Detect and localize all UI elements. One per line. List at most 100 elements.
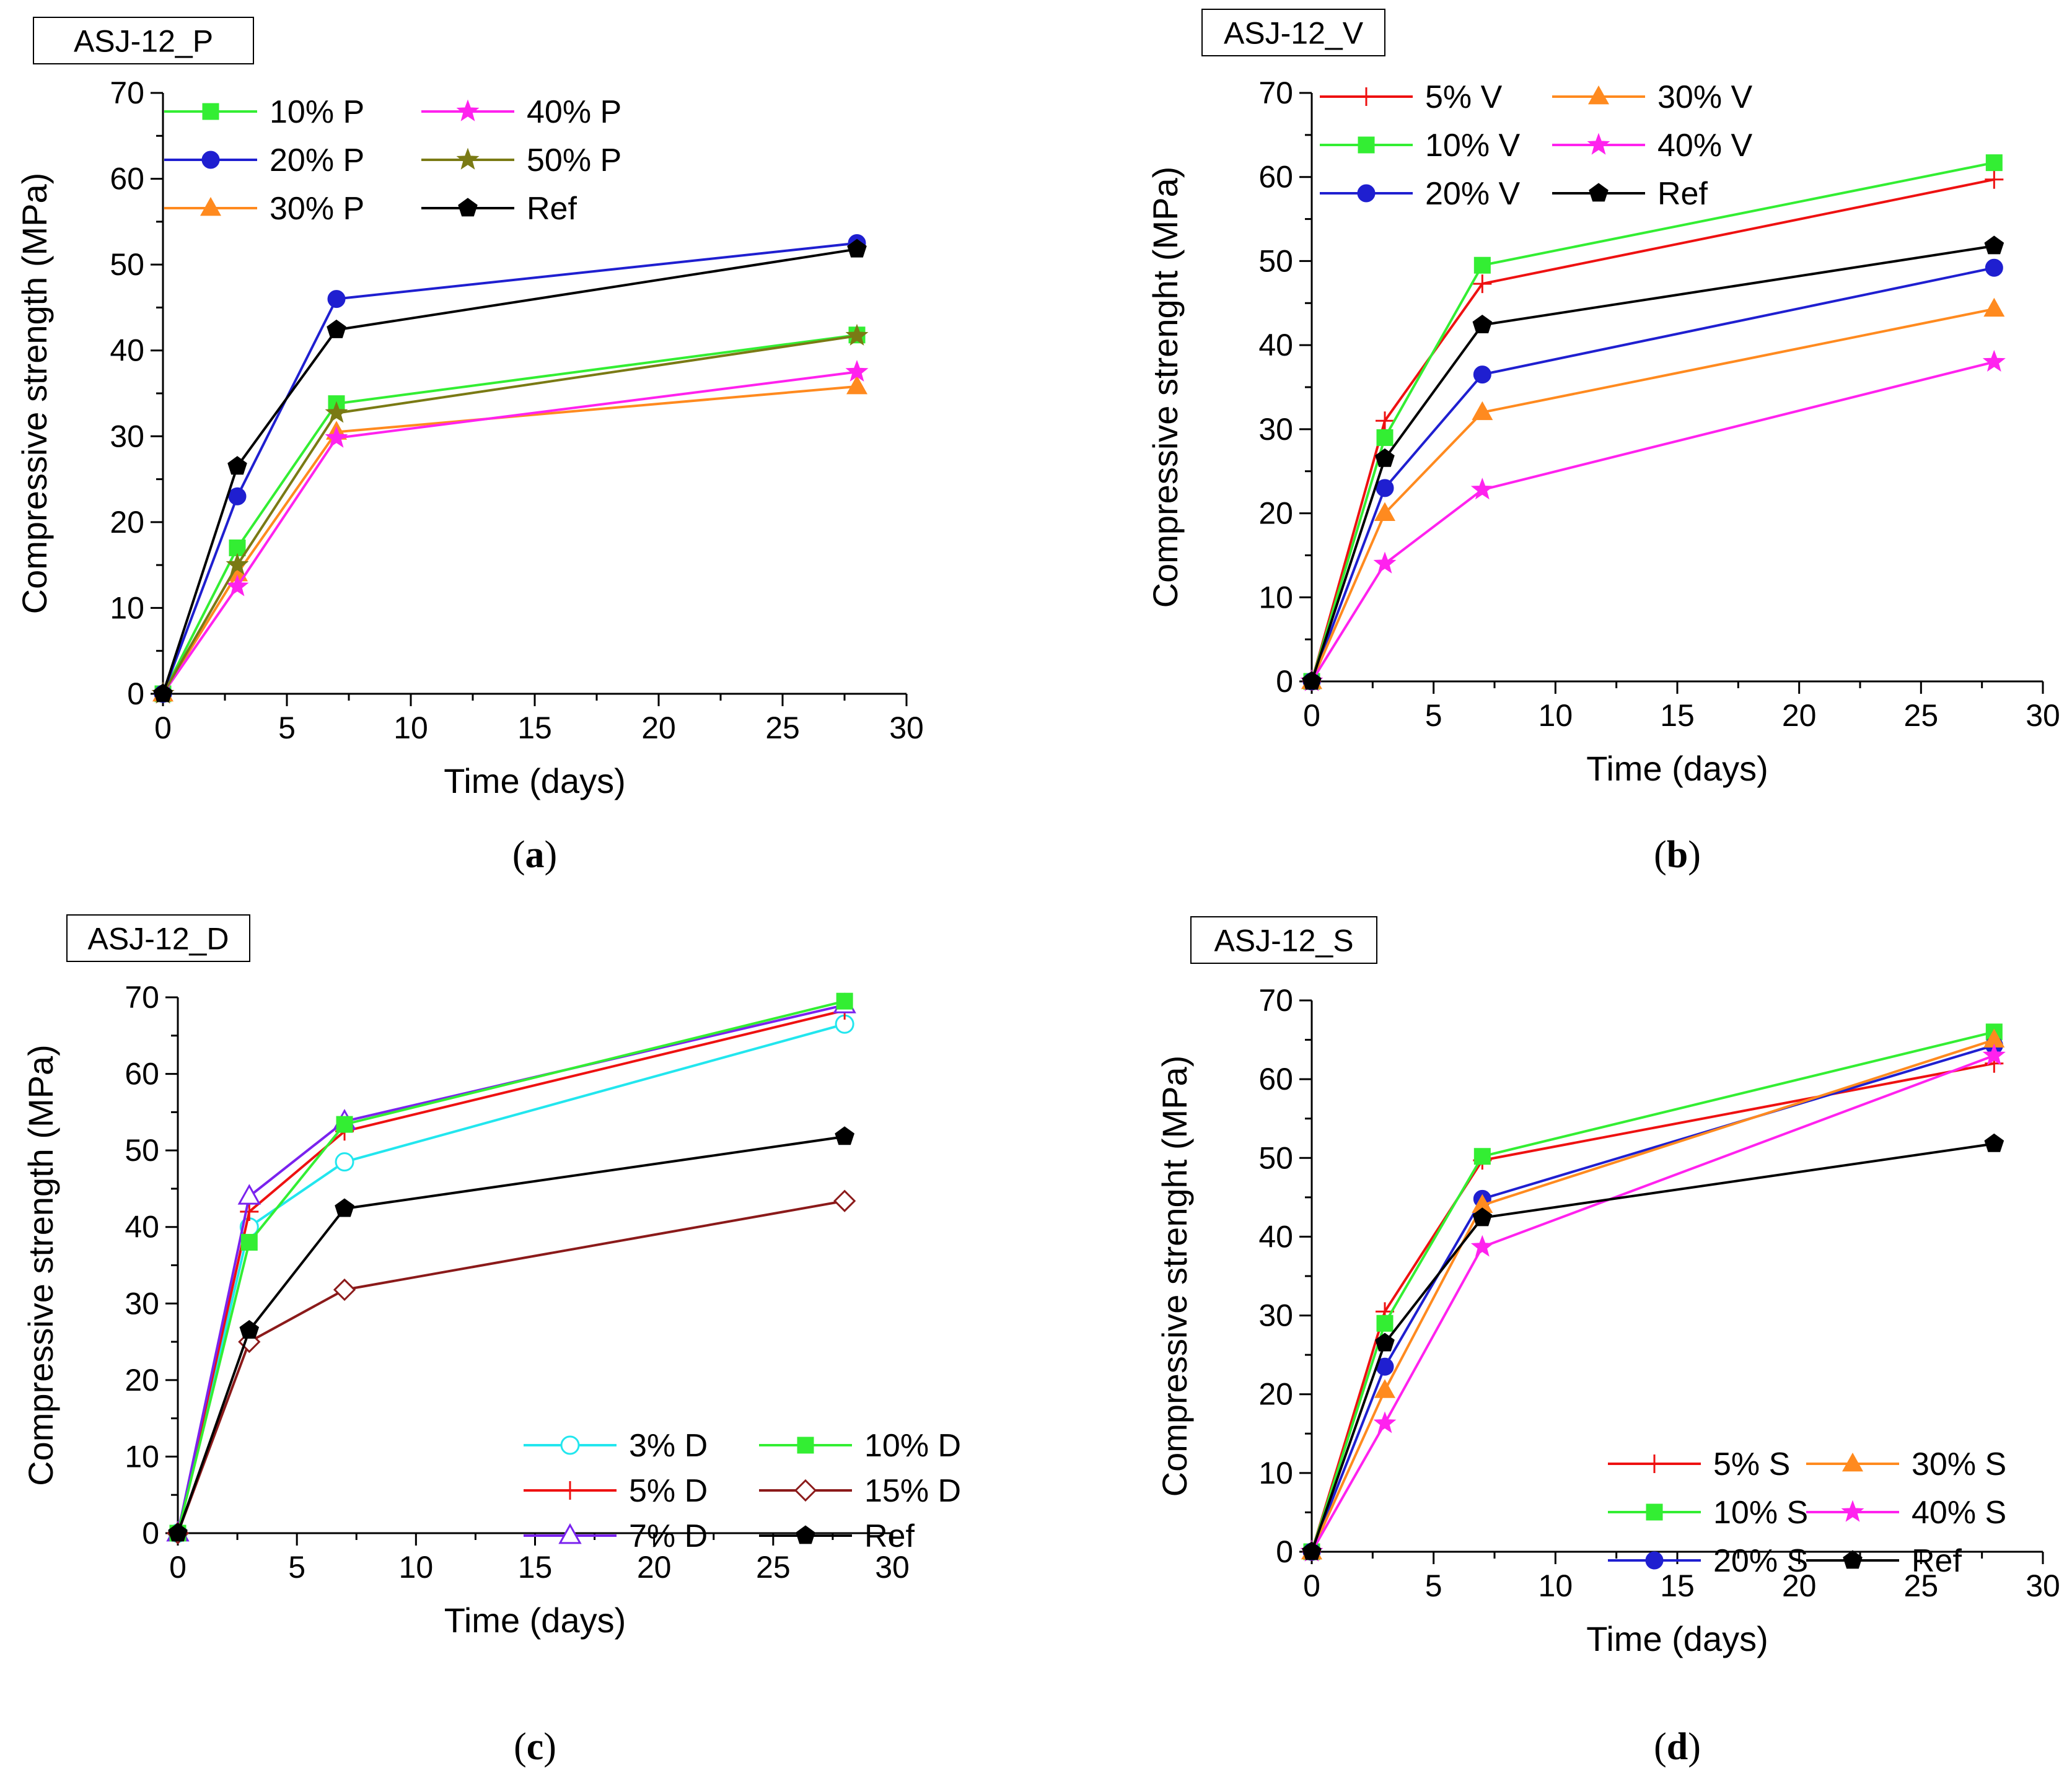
data-point-50-p [226, 553, 249, 575]
legend-marker [1842, 1452, 1864, 1472]
legend-label: 50% P [527, 142, 621, 178]
legend-label: 20% V [1425, 176, 1521, 212]
data-point-40-v [1470, 478, 1494, 500]
legend-label: 5% S [1713, 1446, 1790, 1482]
y-tick-label: 20 [1258, 496, 1293, 531]
data-point-ref [1375, 1332, 1395, 1352]
caption-open-paren: ( [1654, 834, 1667, 876]
x-tick-label: 10 [1539, 1568, 1573, 1603]
data-point-40-p [845, 359, 869, 382]
data-point-40-s [1982, 1043, 2006, 1065]
series-line-10-p [162, 333, 858, 694]
y-tick-label: 70 [110, 76, 144, 110]
data-point-15-d [333, 1278, 356, 1301]
x-tick-label: 0 [169, 1550, 187, 1585]
y-tick-label: 60 [125, 1057, 159, 1091]
data-point-40-s [1373, 1411, 1397, 1433]
legend-label: 15% D [864, 1473, 961, 1509]
data-point-10-d [240, 1233, 258, 1251]
legend-label: 10% P [270, 94, 364, 130]
x-axis-label: Time (days) [444, 1601, 626, 1640]
x-tick-label: 5 [1425, 698, 1442, 733]
y-tick-label: 0 [127, 676, 144, 711]
data-point-10-d [336, 1116, 353, 1133]
data-point-20-p [327, 290, 346, 308]
data-point-7-d [237, 1184, 261, 1205]
y-tick-label: 20 [1258, 1377, 1293, 1412]
x-tick-label: 15 [518, 1550, 553, 1585]
series-line-20-p [162, 242, 858, 694]
y-tick-label: 20 [125, 1363, 159, 1398]
y-tick-label: 10 [110, 590, 144, 625]
series-line-5-d [177, 1009, 845, 1534]
data-point-20-v [1985, 258, 2003, 277]
legend-label: 20% P [270, 142, 364, 178]
x-tick-label: 25 [756, 1550, 791, 1585]
legend-label: Ref [1912, 1543, 1962, 1579]
y-tick-label: 10 [1258, 580, 1293, 615]
x-tick-label: 15 [517, 711, 552, 745]
x-tick-label: 25 [1904, 1568, 1939, 1603]
chart-title-box [33, 17, 254, 64]
chart-title: ASJ-12_P [74, 24, 213, 59]
series-line-10-s [1310, 1030, 1995, 1552]
y-tick-label: 40 [1258, 328, 1293, 362]
series-line-20-s [1310, 1044, 1995, 1552]
data-point-10-s [1376, 1314, 1394, 1332]
data-point-15-d [833, 1189, 856, 1212]
series-line-50-p [162, 335, 858, 694]
series-line-20-v [1310, 266, 1995, 682]
chart-panel-a: ASJ-12_P 0 5 10 15 20 25 30 0 10 20 30 40 50 60 70 Time … [15, 17, 924, 876]
legend: 5% S 10% S 20% S 30% S 40% S Ref [1608, 1446, 2006, 1579]
data-point-ref [168, 1523, 188, 1542]
series-line-30-s [1310, 1038, 1995, 1552]
legend-marker [1587, 85, 1610, 105]
caption-close-paren: ) [543, 1726, 556, 1768]
x-tick-label: 25 [765, 711, 800, 745]
legend-label: 5% D [629, 1473, 708, 1509]
legend-label: 10% S [1713, 1495, 1808, 1531]
data-point-10-v [1376, 429, 1394, 446]
x-axis-label: Time (days) [1586, 1619, 1768, 1658]
legend-label: 5% V [1425, 79, 1503, 115]
x-tick-label: 15 [1660, 1568, 1695, 1603]
data-point-ref [239, 1319, 260, 1339]
chart-title: ASJ-12_D [88, 922, 229, 956]
data-point-ref [335, 1198, 354, 1217]
series-line-40-s [1310, 1054, 1995, 1552]
x-tick-label: 10 [393, 711, 428, 745]
y-tick-label: 40 [125, 1210, 159, 1244]
legend-label: 7% D [629, 1518, 708, 1554]
chart-panel-b: ASJ-12_V 0 5 10 15 20 25 30 0 10 20 30 40 50 60 70 Time … [1146, 9, 2060, 876]
data-point-40-p [325, 426, 348, 448]
legend-marker [1587, 133, 1610, 155]
data-point-ref [227, 456, 247, 475]
x-tick-label: 0 [1303, 698, 1320, 733]
data-point-ref [1984, 235, 2004, 255]
data-point-ref [1302, 671, 1322, 690]
data-point-10-s [1473, 1148, 1491, 1165]
chart-title: ASJ-12_S [1214, 924, 1353, 958]
x-tick-label: 30 [875, 1550, 910, 1585]
series-line-ref [1310, 1142, 1995, 1552]
caption-letter: b [1667, 834, 1688, 876]
data-point-20-v [1376, 479, 1394, 497]
legend-marker [1357, 184, 1376, 203]
data-point-50-p [845, 323, 869, 346]
data-point-ref [847, 238, 867, 258]
y-tick-label: 30 [125, 1286, 159, 1321]
y-tick-label: 40 [1258, 1219, 1293, 1254]
y-tick-label: 70 [1258, 983, 1293, 1018]
legend-marker [1841, 1500, 1864, 1522]
caption-close-paren: ) [1688, 1726, 1701, 1768]
legend-label: 30% V [1657, 79, 1753, 115]
panel-caption: (a) [512, 834, 557, 876]
data-point-ref [327, 319, 346, 338]
data-point-30-s [1374, 1379, 1396, 1398]
y-tick-label: 70 [1258, 76, 1293, 110]
data-point-40-s [1470, 1235, 1494, 1257]
x-tick-label: 5 [278, 711, 296, 745]
x-tick-label: 0 [1303, 1568, 1320, 1603]
caption-close-paren: ) [1688, 834, 1701, 876]
legend-label: 40% S [1912, 1495, 2006, 1531]
